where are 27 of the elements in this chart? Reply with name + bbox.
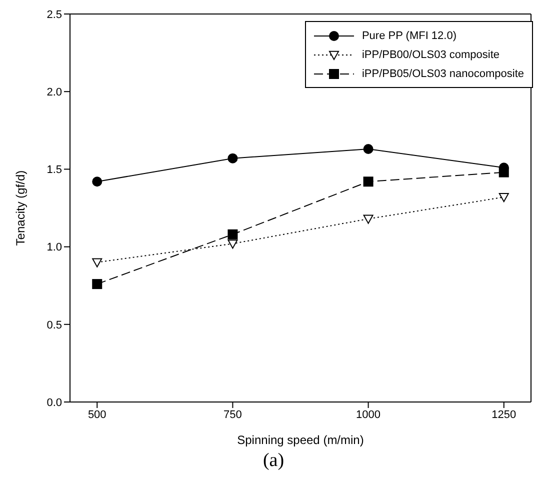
- x-tick-label: 750: [224, 408, 242, 421]
- point: [363, 144, 374, 154]
- point: [228, 153, 238, 164]
- y-tick-label: 2.5: [46, 8, 62, 21]
- point: [228, 229, 238, 240]
- y-tick-label: 1.5: [46, 164, 62, 176]
- point: [92, 176, 102, 187]
- x-tick-label: 1000: [356, 408, 381, 421]
- point: [92, 279, 102, 290]
- point: [498, 193, 509, 202]
- text: (a): [262, 450, 286, 472]
- y-tick-label: 2.0: [46, 86, 62, 99]
- x-tick-label: 500: [88, 408, 106, 421]
- y-axis-title: Tenacity (gf/d): [13, 170, 28, 246]
- y-tick-label: 1.0: [46, 242, 62, 254]
- point: [363, 176, 374, 187]
- legend-label: Pure PP (MFI 12.0): [362, 30, 457, 42]
- legend-label: iPP/PB00/OLS03 composite: [362, 48, 500, 60]
- x-axis-title: Spinning speed (m/min): [237, 433, 364, 447]
- x-tick-label: 1250: [492, 408, 516, 421]
- point: [228, 240, 238, 249]
- legend-label: iPP/PB05/OLS03 nanocomposite: [362, 68, 524, 80]
- point: [363, 214, 374, 224]
- point: [92, 258, 102, 268]
- y-tick-label: 0.0: [46, 396, 62, 409]
- y-tick-label: 0.5: [46, 319, 62, 332]
- point: [498, 167, 509, 178]
